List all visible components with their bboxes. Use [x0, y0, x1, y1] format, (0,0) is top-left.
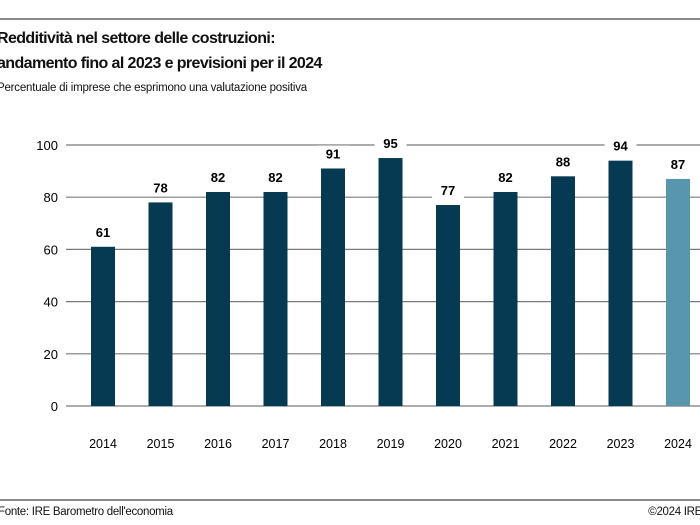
data-label-bg	[374, 135, 407, 153]
data-label: 77	[441, 183, 455, 198]
y-tick-label: 60	[44, 242, 58, 257]
bottom-rule	[0, 499, 700, 501]
bar-2020	[436, 205, 460, 406]
x-tick-label: 2018	[319, 437, 347, 451]
bar-chart: 0 20 40 60 80 100 61 2014 78 2015 82 2016 82 2017 91 20…	[36, 135, 700, 451]
x-tick-label: 2023	[607, 437, 635, 451]
bar-2024	[666, 178, 690, 406]
x-tick-label: 2024	[664, 437, 692, 451]
data-label: 78	[153, 180, 167, 195]
bar-2016	[206, 191, 230, 406]
x-tick-label: 2019	[377, 437, 405, 451]
y-tick-label: 20	[44, 347, 58, 362]
copyright: ©2024 IRE	[648, 506, 700, 518]
bar-2022	[551, 176, 575, 406]
y-tick-label: 40	[44, 295, 58, 310]
bar-2014	[91, 246, 115, 406]
data-label: 87	[671, 157, 685, 172]
data-label-bg	[547, 153, 579, 171]
top-rule	[0, 18, 700, 20]
bar-2015	[148, 202, 173, 406]
data-label-bg	[144, 179, 177, 197]
bar-2021	[493, 191, 518, 406]
data-label: 94	[613, 139, 628, 154]
x-tick-label: 2022	[549, 437, 577, 451]
data-label-bg	[432, 182, 464, 200]
data-label-bg	[202, 168, 234, 186]
data-label: 82	[268, 170, 282, 185]
chart-title-line2: andamento fino al 2023 e previsioni per …	[0, 55, 322, 72]
x-tick-label: 2014	[89, 437, 117, 451]
x-tick-label: 2017	[262, 437, 290, 451]
data-label-bg	[489, 168, 522, 186]
data-label-bg	[604, 137, 637, 155]
data-label-bg	[662, 155, 694, 173]
chart-subtitle: Percentuale di imprese che esprimono una…	[0, 82, 307, 94]
y-tick-label: 100	[36, 138, 58, 153]
x-tick-label: 2016	[204, 437, 232, 451]
chart-title-line1: Redditività nel settore delle costruzion…	[0, 30, 276, 47]
y-tick-label: 0	[51, 399, 58, 414]
data-label: 82	[498, 170, 512, 185]
bar-2017	[263, 191, 288, 406]
x-tick-label: 2015	[147, 437, 175, 451]
data-label: 61	[96, 225, 110, 240]
x-tick-label: 2021	[492, 437, 520, 451]
bar-2018	[321, 168, 345, 406]
data-label: 82	[211, 170, 225, 185]
y-tick-label: 80	[44, 190, 58, 205]
data-label: 95	[383, 136, 397, 151]
data-label-bg	[317, 145, 349, 163]
data-label-bg	[259, 168, 292, 186]
source-note: Fonte: IRE Barometro dell'economia	[0, 506, 173, 518]
data-label-bg	[87, 223, 119, 241]
bar-2023	[608, 160, 633, 406]
x-tick-label: 2020	[434, 437, 462, 451]
data-label: 91	[326, 146, 340, 161]
bar-2019	[378, 158, 403, 406]
data-label: 88	[556, 154, 570, 169]
